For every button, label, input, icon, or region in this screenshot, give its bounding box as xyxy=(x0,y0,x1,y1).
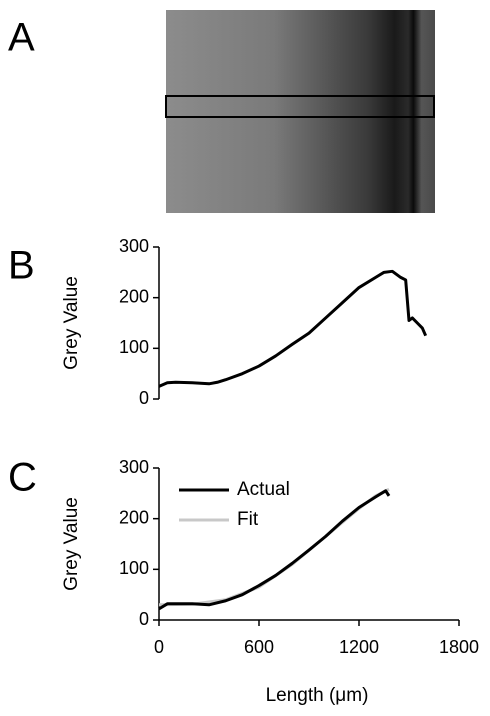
x-tick-label: 1200 xyxy=(339,637,379,657)
panel-label: C xyxy=(8,456,37,500)
y-tick-label: 0 xyxy=(139,609,149,629)
micrograph xyxy=(166,10,435,213)
legend-label: Actual xyxy=(237,479,290,500)
data-line xyxy=(158,487,390,607)
y-tick-label: 200 xyxy=(119,286,149,306)
y-tick-label: 300 xyxy=(119,236,149,256)
data-line xyxy=(158,269,428,388)
panel-label: B xyxy=(8,244,35,288)
x-tick-label: 600 xyxy=(244,637,274,657)
legend-label: Fit xyxy=(237,509,259,530)
x-tick-label: 1800 xyxy=(439,637,479,657)
x-tick-label: 0 xyxy=(154,637,164,657)
y-tick-label: 100 xyxy=(119,558,149,578)
y-tick-label: 0 xyxy=(139,388,149,408)
roi-box xyxy=(165,95,435,118)
data-line xyxy=(158,489,391,611)
y-tick-label: 200 xyxy=(119,507,149,527)
panel-label: A xyxy=(8,16,35,60)
x-axis-title: Length (μm) xyxy=(266,685,369,706)
y-axis-title: Grey Value xyxy=(61,497,82,591)
y-tick-label: 300 xyxy=(119,457,149,477)
y-tick-label: 100 xyxy=(119,337,149,357)
y-axis-title: Grey Value xyxy=(61,276,82,370)
